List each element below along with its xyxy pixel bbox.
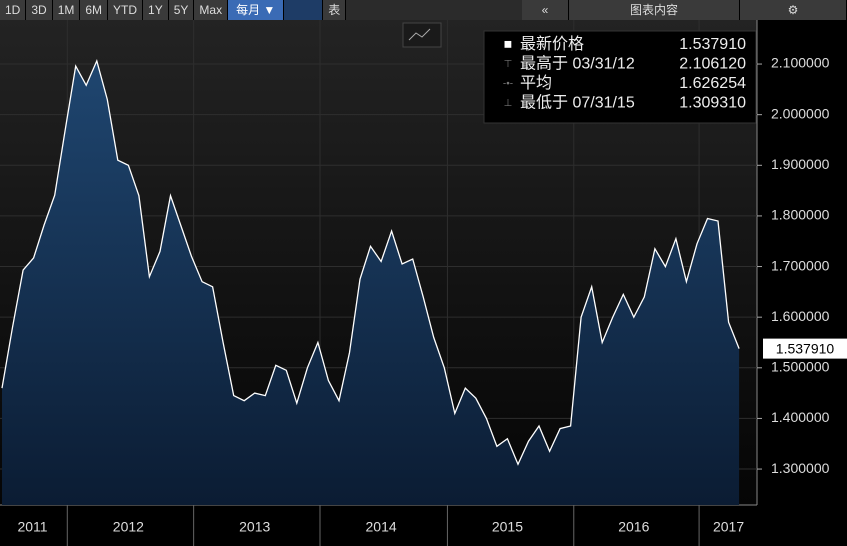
legend-value: 2.106120: [679, 56, 746, 73]
collapse-button[interactable]: «: [522, 0, 569, 20]
legend-label: 最高于 03/31/12: [520, 55, 635, 73]
legend-label: 最低于 07/31/15: [520, 94, 635, 112]
legend-value: 1.626254: [679, 75, 746, 92]
range-button[interactable]: Max: [194, 0, 229, 20]
range-button[interactable]: 6M: [80, 0, 109, 20]
legend-label: 平均: [520, 74, 552, 92]
legend-box: [483, 30, 757, 124]
y-tick-label: 1.700000: [771, 257, 830, 273]
chart-type-icon: [408, 28, 431, 41]
settings-button[interactable]: ⚙: [740, 0, 847, 20]
range-button[interactable]: 5Y: [168, 0, 195, 20]
range-button[interactable]: 1D: [0, 0, 27, 20]
spacer: [346, 0, 522, 20]
x-tick-label: 2014: [366, 519, 397, 535]
legend-label: 最新价格: [520, 35, 584, 53]
table-button[interactable]: 表: [323, 0, 347, 20]
x-tick-label: 2011: [17, 519, 47, 535]
range-button[interactable]: 3D: [26, 0, 53, 20]
x-tick-label: 2016: [618, 519, 649, 535]
area-fill: [2, 60, 740, 506]
x-tick-label: 2017: [713, 519, 744, 535]
y-tick-label: 2.100000: [771, 55, 830, 71]
toolbar: 1D 3D 1M 6M YTD 1Y 5Y Max 每月 ▼ 表 «图表内容 ⚙: [0, 0, 847, 20]
line-chart-button[interactable]: [284, 0, 324, 20]
chart: 1.300000 1.400000 1.500000 1.600000 1.700000…: [0, 20, 847, 546]
range-button[interactable]: 1Y: [143, 0, 169, 20]
chart-type-button[interactable]: [402, 22, 442, 48]
x-tick-label: 2015: [492, 519, 523, 535]
legend-symbol: ⊤: [504, 59, 513, 70]
chart-content-button[interactable]: 图表内容: [569, 0, 740, 20]
y-tick-label: 1.800000: [771, 207, 830, 223]
x-tick-label: 2013: [239, 519, 270, 535]
period-dropdown[interactable]: 每月 ▼: [228, 0, 285, 20]
y-tick-label: 1.300000: [771, 460, 830, 476]
legend-symbol: ⊥: [504, 98, 513, 109]
price-line: [1, 58, 740, 466]
axis-bg: [757, 20, 847, 505]
last-price-label: 1.537910: [776, 340, 835, 356]
range-button[interactable]: YTD: [108, 0, 144, 20]
legend-value: 1.537910: [679, 36, 746, 53]
x-tick-label: 2012: [113, 519, 144, 535]
y-tick-label: 1.900000: [771, 156, 830, 172]
legend-symbol: -•-: [503, 79, 513, 90]
y-tick-label: 2.000000: [771, 105, 830, 121]
y-tick-label: 1.400000: [771, 409, 830, 425]
range-button[interactable]: 1M: [52, 0, 81, 20]
last-price-tag: [763, 338, 847, 359]
legend-value: 1.309310: [679, 95, 746, 112]
y-tick-label: 1.600000: [771, 308, 830, 324]
y-tick-label: 1.500000: [771, 359, 830, 375]
legend-symbol: ■: [504, 36, 512, 52]
